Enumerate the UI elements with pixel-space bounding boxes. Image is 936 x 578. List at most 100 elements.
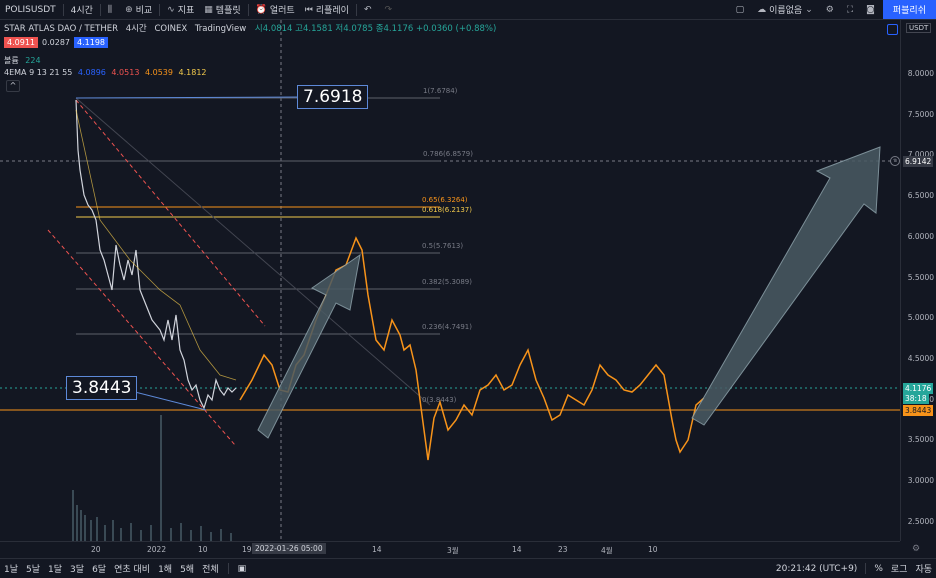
- log-toggle[interactable]: 로그: [890, 565, 908, 575]
- legend-exchange: COINEX: [154, 24, 188, 34]
- fib-level-label: 0.236(4.7491): [422, 323, 472, 331]
- auto-toggle[interactable]: 자동: [915, 565, 932, 575]
- layout-toggle-button[interactable]: ▢: [731, 0, 753, 19]
- ema-value-4: 4.1812: [178, 68, 207, 77]
- indicators-icon: ∿: [167, 4, 175, 15]
- square-icon: ▢: [735, 4, 745, 15]
- publish-label: 퍼블리쉬: [892, 6, 926, 16]
- range-button[interactable]: 6달: [92, 565, 107, 575]
- buy-button[interactable]: 4.1198: [74, 37, 108, 48]
- range-button[interactable]: 5해: [180, 565, 195, 575]
- high-callout[interactable]: 7.6918: [297, 85, 369, 109]
- last-price-tag: 4.1176: [903, 383, 934, 394]
- chart-canvas[interactable]: [0, 20, 900, 541]
- range-button[interactable]: 1날: [4, 565, 19, 575]
- symbol-label: POLISUSDT: [5, 4, 56, 15]
- legend-source: TradingView: [194, 24, 247, 34]
- divider: [62, 3, 64, 16]
- toolbar-right: ▢ ☁ 이름없음 ⌄ ⚙ ⛶ ◙ 퍼블리쉬: [731, 0, 936, 19]
- divider: [355, 3, 357, 16]
- snapshot-button[interactable]: ◙: [861, 0, 883, 19]
- time-tick-label: 4월: [601, 546, 613, 555]
- layout-name-label: 이름없음: [769, 6, 803, 16]
- price-tick-label: 6.0000: [907, 231, 934, 241]
- price-tick-label: 4.5000: [907, 353, 934, 363]
- arrow-up-right: [691, 146, 881, 426]
- symbol-search[interactable]: POLISUSDT: [0, 0, 61, 19]
- range-button[interactable]: 1달: [48, 565, 63, 575]
- price-tick-label: 6.5000: [907, 191, 934, 201]
- legend-interval: 4시간: [125, 24, 147, 34]
- undo-button[interactable]: ↶: [359, 0, 380, 19]
- range-button[interactable]: 5날: [26, 565, 41, 575]
- volume-label: 볼륨: [4, 56, 19, 65]
- replay-label: 리플레이: [315, 6, 349, 16]
- ema-value-1: 4.0896: [77, 68, 106, 77]
- divider: [247, 3, 249, 16]
- gear-icon[interactable]: ⚙: [912, 544, 921, 554]
- fib-level-label: 0(3.8443): [422, 396, 457, 404]
- high-connector: [75, 96, 301, 99]
- fib-level-label: 1(7.6784): [423, 87, 458, 95]
- object-tree-icon[interactable]: [887, 24, 898, 35]
- time-tick-label: 2022: [147, 545, 167, 554]
- fullscreen-icon: ⛶: [846, 4, 854, 15]
- templates-button[interactable]: ▦ 템플릿: [199, 0, 245, 19]
- plus-circle-icon: ⊕: [125, 4, 133, 15]
- settings-button[interactable]: ⚙: [821, 0, 842, 19]
- clock-button[interactable]: 20:21:42 (UTC+9): [775, 563, 858, 574]
- buy-sell-box: 4.0911 0.0287 4.1198: [4, 37, 108, 48]
- undo-icon: ↶: [363, 4, 372, 15]
- gear-icon: ⚙: [825, 4, 834, 15]
- bottom-toolbar: 1날 5날 1달 3달 6달 연초 대비 1해 5해 전체 ▣ 20:21:42 (UTC+9)…: [0, 558, 936, 578]
- compare-button[interactable]: ⊕ 비교: [120, 0, 157, 19]
- currency-badge[interactable]: USDT: [906, 23, 932, 33]
- alarm-icon: ⏰: [255, 4, 267, 15]
- redo-button[interactable]: ↷: [379, 0, 400, 19]
- divider: [159, 3, 161, 16]
- low-callout[interactable]: 3.8443: [66, 376, 138, 400]
- fullscreen-button[interactable]: ⛶: [842, 0, 861, 19]
- chart-type-button[interactable]: ⫼: [103, 0, 120, 19]
- price-axis[interactable]: USDT 8.0000 7.5000 7.0000 6.5000 6.0000 5.500…: [900, 20, 936, 541]
- arrow-up-left: [257, 253, 361, 439]
- price-tick-label: 3.0000: [907, 476, 934, 485]
- price-tick-label: 3.5000: [907, 435, 934, 445]
- time-axis[interactable]: 20 2022 10 19 14 3월 14 23 4월 10 2022-01-26 05:00 …: [0, 541, 920, 558]
- range-button[interactable]: 1해: [158, 565, 173, 575]
- publish-button[interactable]: 퍼블리쉬: [882, 0, 936, 19]
- countdown-tag: 38:18: [903, 393, 929, 404]
- symbol-title: STAR ATLAS DAO / TETHER: [4, 24, 118, 34]
- trend-diagonal: [75, 97, 431, 406]
- time-tick-label: 19: [242, 545, 252, 554]
- candles-icon: ⫼: [107, 4, 113, 15]
- crosshair-add-icon[interactable]: +: [890, 156, 900, 166]
- layout-name-button[interactable]: ☁ 이름없음 ⌄: [752, 0, 821, 19]
- range-button[interactable]: 연초 대비: [114, 565, 151, 575]
- goto-date-button[interactable]: ▣: [234, 564, 251, 574]
- ema-value-2: 4.0513: [111, 68, 140, 77]
- alerts-button[interactable]: ⏰ 얼러트: [251, 0, 300, 19]
- price-series: [75, 99, 237, 410]
- fib-level-label: 0.618(6.2137): [422, 206, 472, 214]
- volume-value: 224: [25, 56, 41, 65]
- interval-button[interactable]: 4시간: [66, 0, 98, 19]
- grid-icon: ▦: [204, 4, 213, 15]
- percent-toggle[interactable]: %: [874, 563, 883, 574]
- collapse-legend-button[interactable]: ^: [6, 80, 20, 92]
- time-tick-label: 10: [198, 545, 208, 554]
- divider: [99, 3, 101, 16]
- alerts-label: 얼러트: [269, 6, 295, 16]
- time-tick-label: 23: [558, 545, 568, 554]
- indicators-label: 지표: [177, 6, 195, 16]
- divider: [865, 563, 867, 574]
- range-button[interactable]: 전체: [202, 565, 219, 575]
- sell-button[interactable]: 4.0911: [4, 37, 38, 48]
- range-selector: 1날 5날 1달 3달 6달 연초 대비 1해 5해 전체: [0, 562, 223, 575]
- time-tick-label: 14: [512, 545, 522, 554]
- indicators-button[interactable]: ∿ 지표: [162, 0, 199, 19]
- spread-value: 0.0287: [42, 38, 70, 47]
- range-button[interactable]: 3달: [70, 565, 85, 575]
- replay-button[interactable]: ⏮ 리플레이: [300, 0, 354, 19]
- redo-icon: ↷: [384, 4, 393, 15]
